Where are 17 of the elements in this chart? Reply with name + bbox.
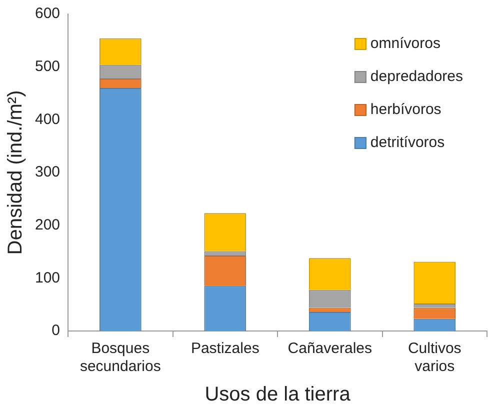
y-tick-label: 600 [34, 5, 60, 22]
legend-label: herbívoros [370, 101, 442, 118]
y-tick-label: 100 [34, 269, 60, 286]
x-tick-label: Bosques secundarios [80, 340, 161, 376]
x-tick-label: Cultivos varios [408, 340, 462, 376]
y-tick-label: 0 [52, 322, 60, 340]
legend-label: omnívoros [370, 35, 440, 52]
x-tick-label: Pastizales [190, 340, 260, 358]
legend-label: depredadores [370, 68, 464, 86]
x-axis-title: Usos de la tierra [204, 384, 352, 406]
y-tick-label: 500 [34, 58, 60, 75]
y-tick-label: 200 [34, 216, 60, 234]
y-tick-label: 400 [34, 110, 60, 128]
x-tick-label: Cañaverales [288, 340, 372, 358]
legend-label: detritívoros [370, 134, 445, 152]
y-axis-title: Densidad (ind./m²) [4, 90, 27, 255]
y-tick-label: 300 [34, 164, 60, 181]
